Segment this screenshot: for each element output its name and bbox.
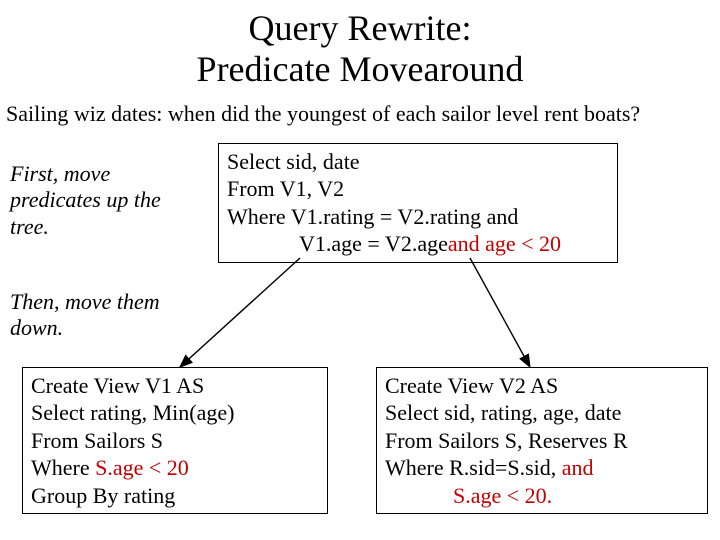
question-subtitle: Sailing wiz dates: when did the youngest… bbox=[0, 91, 720, 127]
note-first-move: First, move predicates up the tree. bbox=[10, 161, 200, 240]
v2-line1: Create View V2 AS bbox=[385, 372, 699, 400]
top-line4: V1.age = V2.age and age < 20 bbox=[227, 230, 609, 258]
v1-line5: Group By rating bbox=[31, 482, 319, 510]
note-then-move: Then, move them down. bbox=[10, 289, 200, 342]
query-main-box: Select sid, date From V1, V2 Where V1.ra… bbox=[218, 143, 618, 263]
diagram-area: First, move predicates up the tree. Then… bbox=[0, 127, 720, 527]
v1-line4a: Where bbox=[31, 455, 95, 480]
view-v2-box: Create View V2 AS Select sid, rating, ag… bbox=[376, 367, 708, 515]
top-line4-highlight: and age < 20 bbox=[448, 231, 561, 256]
note1-line2: predicates up the bbox=[10, 187, 161, 212]
v2-line4a: Where R.sid=S.sid, bbox=[385, 455, 562, 480]
note1-line1: First, move bbox=[10, 161, 110, 186]
title-line-2: Predicate Movearound bbox=[0, 49, 720, 90]
arrow-to-v2 bbox=[470, 258, 530, 367]
v1-line4: Where S.age < 20 bbox=[31, 454, 319, 482]
note1-line3: tree. bbox=[10, 214, 49, 239]
view-v1-box: Create View V1 AS Select rating, Min(age… bbox=[22, 367, 328, 515]
v2-line4-highlight: and bbox=[562, 455, 594, 480]
v2-line3: From Sailors S, Reserves R bbox=[385, 427, 699, 455]
top-line2: From V1, V2 bbox=[227, 175, 609, 203]
v2-line5: S.age < 20. bbox=[385, 482, 699, 510]
v1-line3: From Sailors S bbox=[31, 427, 319, 455]
v2-line5-highlight: S.age < 20. bbox=[385, 482, 552, 510]
v2-line4: Where R.sid=S.sid, and bbox=[385, 454, 699, 482]
note2-line2: down. bbox=[10, 315, 63, 340]
v2-line2: Select sid, rating, age, date bbox=[385, 399, 699, 427]
v1-line2: Select rating, Min(age) bbox=[31, 399, 319, 427]
v1-line4-highlight: S.age < 20 bbox=[95, 455, 189, 480]
top-line3: Where V1.rating = V2.rating and bbox=[227, 203, 609, 231]
note2-line1: Then, move them bbox=[10, 289, 160, 314]
top-line4a: V1.age = V2.age bbox=[227, 230, 448, 258]
v1-line1: Create View V1 AS bbox=[31, 372, 319, 400]
title-line-1: Query Rewrite: bbox=[0, 8, 720, 49]
top-line1: Select sid, date bbox=[227, 148, 609, 176]
